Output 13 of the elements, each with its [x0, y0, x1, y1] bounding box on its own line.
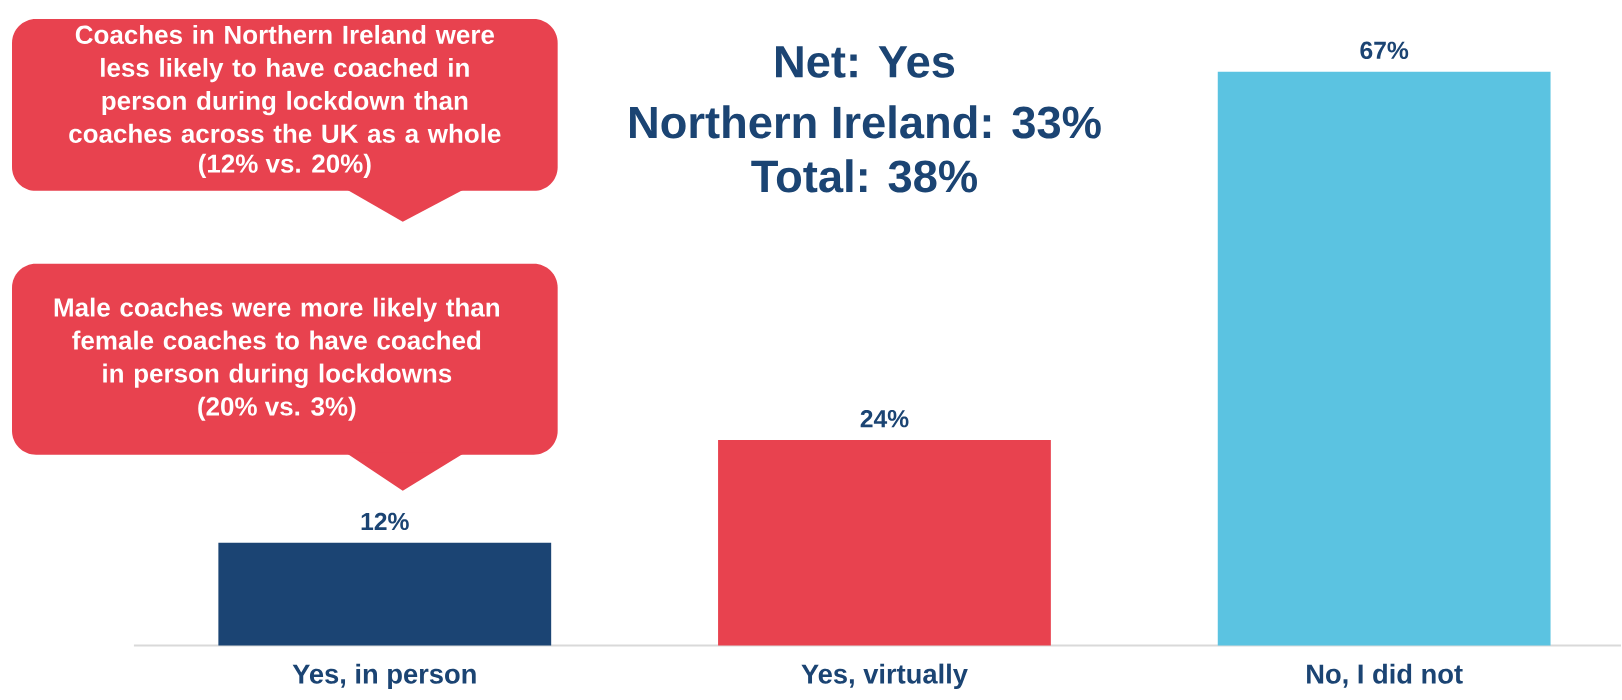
annotation: Coaches in Northern Ireland were less likely to have coached in person during lockdown than coaches across the UK as a whole	[69, 25, 501, 144]
annotation: (20% vs. 3%)	[198, 396, 356, 422]
annotation: (12% vs. 20%)	[198, 154, 371, 179]
data-label: 24%	[860, 410, 909, 428]
x-tick-label: Yes, virtually	[801, 663, 968, 690]
x-tick-label: Yes, in person	[292, 663, 476, 690]
data-label: 12%	[361, 512, 409, 531]
annotation: Male coaches were more likely than female coaches to have coached in person during lockdowns	[54, 297, 500, 389]
chart-title: Net: Yes	[776, 46, 955, 78]
x-tick-label: No, I did not	[1307, 663, 1463, 688]
annotation: Northern Ireland: 33%	[630, 105, 1101, 139]
data-label: 67%	[1360, 41, 1409, 60]
annotation: Total: 38%	[751, 159, 977, 193]
